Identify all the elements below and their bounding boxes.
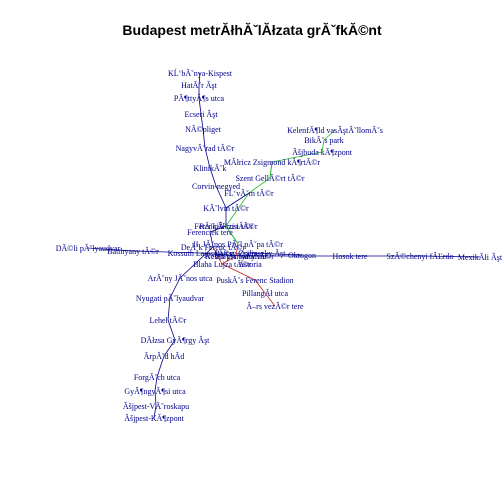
edge-m4 xyxy=(321,139,325,153)
edge-m2 xyxy=(221,255,237,265)
edge-m2 xyxy=(212,246,223,265)
station-label: Oktogon xyxy=(288,251,316,260)
edge-m1 xyxy=(249,252,303,256)
station-label: Ecseri Ăşt xyxy=(184,110,218,119)
station-label: DĂ©li pĂˇlyaudvar xyxy=(56,244,121,253)
edge-m2 xyxy=(221,263,256,281)
station-label: NagyvĂˇrad tĂ©r xyxy=(176,144,235,153)
edge-m3 xyxy=(163,339,176,357)
edge-m3 xyxy=(154,390,157,407)
station-label: Keleti pĂˇlyaudvar xyxy=(205,252,267,261)
edge-m1 xyxy=(199,252,241,257)
station-label: Batthyany tĂ©r xyxy=(107,247,159,256)
station-label: Astoria xyxy=(238,260,262,269)
station-label: Hosok tere xyxy=(333,252,368,261)
edge-m3 xyxy=(204,147,211,169)
edge-m4 xyxy=(271,151,323,163)
edge-m3 xyxy=(209,231,214,248)
station-label: MĂłricz Zsigmond kĂ¶rtĂ©r xyxy=(224,158,321,167)
edge-m4 xyxy=(269,161,273,179)
station-label: PĂ¶ttyĂ¶s utca xyxy=(174,94,225,103)
edge-m3 xyxy=(200,113,204,130)
station-label: DeĂˇk Ferenc tĂ©r xyxy=(181,243,246,252)
station-label: Ăšjpest-KĂ¶zpont xyxy=(124,414,184,423)
station-label: KĹ‘bĂˇnya-Kispest xyxy=(168,68,233,78)
edge-m3 xyxy=(209,167,217,187)
station-label: Ferenciek tere xyxy=(187,228,233,237)
station-label: Ăšjbuda kĂ¶zpont xyxy=(292,148,353,157)
station-label: PuskĂˇs Ferenc Stadion xyxy=(216,276,293,285)
edge-m1 xyxy=(132,250,201,254)
station-label: Kossuth Lajos tĂ©r xyxy=(168,249,233,258)
station-label: FerenciĂˇrosi tĂ©r xyxy=(194,222,258,231)
station-label: ArĂˇny JĂˇnos utca xyxy=(148,274,213,283)
edge-m2 xyxy=(235,243,239,257)
station-labels: KĹ‘bĂˇnya-Kispest HatĂˇr Ăşt PĂ¶ttyĂ¶s utc… xyxy=(56,68,503,423)
edge-m3 xyxy=(167,319,176,341)
edge-m3 xyxy=(209,225,227,233)
edge-link xyxy=(225,192,250,209)
station-label: NĂ©pliget xyxy=(185,125,222,134)
station-label: KlinikĂˇk xyxy=(194,164,227,173)
edge-m2 xyxy=(264,292,276,307)
station-label: MexikĂłi Ăşt xyxy=(458,253,503,262)
station-label: Opera xyxy=(238,249,258,258)
station-label: II. JĂˇnos PĂˇl pĂˇpa tĂ©r xyxy=(193,240,283,249)
edge-m3 xyxy=(198,72,201,86)
station-label: ĂrpĂˇd hĂ­d xyxy=(144,352,185,361)
edge-m3 xyxy=(154,376,158,392)
station-label: ForgĂˇch utca xyxy=(134,373,181,382)
station-label: PillangĂł utca xyxy=(242,289,288,298)
station-label: Ă–rs vezĂ©r tere xyxy=(246,302,304,311)
station-label: GyĂ¶ngyĂ¶si utca xyxy=(124,387,186,396)
station-label: Bajcsy-Zsilinszky Ăşt xyxy=(215,249,287,258)
edge-m3 xyxy=(153,405,157,419)
edge-m4 xyxy=(323,129,336,141)
station-label: Blaha Lujza tĂ©r xyxy=(193,260,251,269)
edge-m1 xyxy=(419,255,481,258)
edge-m2 xyxy=(254,279,266,294)
station-label: SzĂ©chenyi fĂĽrdo xyxy=(386,252,453,261)
station-label: Ăšjpest-VĂˇroskapu xyxy=(123,402,189,411)
station-label: Corvin-negyed xyxy=(192,182,240,191)
station-label: BikĂˇs park xyxy=(304,136,343,145)
station-label: RĂˇkĂłczi tĂ©r xyxy=(199,222,253,231)
edge-m3 xyxy=(198,97,202,115)
station-label: Lehel tĂ©r xyxy=(150,316,187,325)
graph-edges xyxy=(87,72,481,419)
graph-title: Budapest metrĂłhĂˇlĂłzata grĂˇfkĂ©nt xyxy=(122,22,382,38)
edge-m3 xyxy=(179,246,214,279)
station-label: VĂ¶rĂ¶smarty tĂ©r xyxy=(206,252,274,261)
edge-m3 xyxy=(202,128,206,149)
edge-m3 xyxy=(156,355,165,378)
edge-m3 xyxy=(169,277,181,299)
edge-m1 xyxy=(87,247,134,252)
edge-m4 xyxy=(248,177,271,194)
edge-m4 xyxy=(225,225,239,245)
station-label: FĹ‘vĂˇm tĂ©r xyxy=(224,188,274,198)
station-label: KelenfĂ¶ld vasĂştĂˇllomĂˇs xyxy=(287,126,383,135)
edge-m3 xyxy=(167,297,171,321)
edge-m3 xyxy=(215,185,227,209)
edge-m4 xyxy=(225,192,250,227)
station-label: HatĂˇr Ăşt xyxy=(181,81,218,90)
station-label: Nyugati pĂˇlyaudvar xyxy=(136,294,205,303)
station-label: KĂˇlvin tĂ©r xyxy=(203,204,249,213)
station-label: DĂłzsa GyĂ¶rgy Ăşt xyxy=(141,336,211,345)
station-label: Szent GellĂ©rt tĂ©r xyxy=(235,174,304,183)
